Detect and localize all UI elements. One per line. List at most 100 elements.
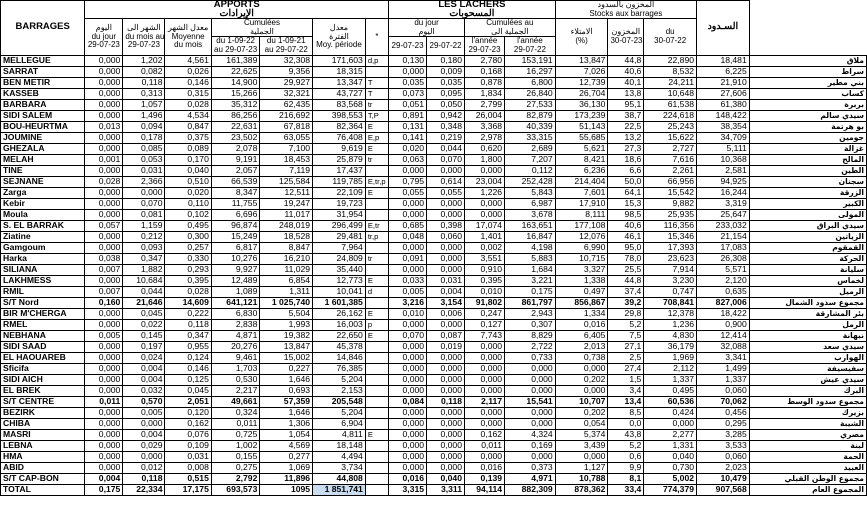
cell: 0,347: [164, 329, 212, 342]
cell: 86,256: [210, 109, 261, 122]
dam-name: LAKHMESS: [0, 274, 86, 287]
cell: 0,424: [643, 406, 698, 419]
header-row: BARRAGES APPORTS الإيرادات LES LACHERS المسح…: [0, 0, 867, 56]
table-row: SEJNANE 0,028 2,366 0,510 66,539 125,584 119,7…: [0, 175, 867, 188]
cell: 0,045: [164, 384, 212, 397]
cell: 7,964: [312, 241, 366, 254]
dam-name: Ziatine: [0, 230, 86, 243]
cell: 861,797: [504, 296, 556, 309]
cell: 0,456: [696, 406, 750, 419]
cell: 0,000: [504, 406, 556, 419]
cell: 0,000: [84, 362, 124, 375]
cell: [364, 241, 390, 254]
cell: 25,5: [607, 263, 645, 276]
dam-name: TOTAL: [0, 483, 86, 496]
cell: 0,033: [388, 274, 428, 287]
cell: 0,076: [164, 428, 212, 441]
cell: 0,275: [210, 461, 261, 474]
header-line: الجملية: [250, 26, 274, 36]
cell: T,P: [364, 109, 390, 122]
cell: 0,000: [84, 197, 124, 210]
cell: [364, 263, 390, 276]
cell: 3,734: [312, 461, 366, 474]
cell: 907,568: [696, 483, 750, 496]
cell: 1,331: [643, 439, 698, 452]
cell: 94,114: [463, 483, 506, 496]
cell: 44,8: [607, 54, 645, 67]
cell: 12,739: [554, 76, 609, 89]
cell: 0,008: [164, 461, 212, 474]
cell: 0,028: [164, 285, 212, 298]
cell: 36,130: [554, 98, 609, 111]
cell: 2,217: [210, 384, 261, 397]
cell: 13,2: [607, 131, 645, 144]
header-line: 30-07-22: [654, 35, 687, 45]
cell: 2,978: [463, 131, 506, 144]
cell: 0,013: [84, 120, 124, 133]
dam-name-ar: سيدي سالم: [748, 109, 867, 122]
cell: 2,057: [210, 164, 261, 177]
cell: 1,800: [463, 153, 506, 166]
cell: 0,087: [426, 329, 465, 342]
cell: 18,453: [259, 153, 314, 166]
cell: 0,000: [388, 417, 428, 430]
cell: 38,7: [607, 109, 645, 122]
cell: 0,004: [122, 428, 166, 441]
cell: 8,847: [259, 241, 314, 254]
cell: 13,847: [259, 340, 314, 353]
cell: 1 851,741: [312, 483, 366, 496]
cell: 4,534: [164, 109, 212, 122]
dam-name: S/T CENTRE: [0, 395, 86, 408]
dam-name: Harka: [0, 252, 86, 265]
cell: [364, 395, 390, 408]
cell: 24,211: [643, 76, 698, 89]
cell: 8,347: [210, 186, 261, 199]
cell: 7,100: [259, 142, 314, 155]
cell: 0,000: [84, 351, 124, 364]
dam-name: BEN METIR: [0, 76, 86, 89]
cell: 2,5: [607, 351, 645, 364]
cell: 0,020: [164, 186, 212, 199]
cell: 0,000: [84, 65, 124, 78]
cell: 0,324: [210, 406, 261, 419]
cell: 2,277: [643, 428, 698, 441]
cell: 0,000: [426, 373, 465, 386]
column-header: *: [364, 18, 390, 56]
cell: 8,1: [607, 472, 645, 485]
cell: 35,312: [210, 98, 261, 111]
cell: 0,031: [426, 274, 465, 287]
cell: 20,276: [210, 340, 261, 353]
cell: 50,0: [607, 175, 645, 188]
dam-name: SEJNANE: [0, 175, 86, 188]
cell: 36,179: [643, 340, 698, 353]
cell: 5,571: [696, 263, 750, 276]
cell: 15,249: [210, 230, 261, 243]
cell: 9,356: [259, 65, 314, 78]
cell: 0,000: [84, 87, 124, 100]
cell: 0,307: [504, 318, 556, 331]
cell: 0,373: [504, 461, 556, 474]
cell: 1,002: [210, 439, 261, 452]
cell: 0,000: [84, 318, 124, 331]
cell: 40,339: [504, 120, 556, 133]
cell: 1,338: [554, 274, 609, 287]
dam-name: S/T CAP-BON: [0, 472, 86, 485]
cell: 3,533: [696, 439, 750, 452]
dam-name: RMIL: [0, 285, 86, 298]
cell: 6,904: [312, 417, 366, 430]
cell: 38,354: [696, 120, 750, 133]
cell: 0,093: [122, 241, 166, 254]
header-line: اليوم: [418, 26, 435, 36]
cell: [364, 417, 390, 430]
cell: 0,038: [84, 252, 124, 265]
cell: 9,927: [210, 263, 261, 276]
cell: 0,570: [122, 395, 166, 408]
table-row: SIDI AICH 0,000 0,004 0,125 0,530 1,646 5,204 0…: [0, 373, 867, 386]
cell: 0,040: [643, 450, 698, 463]
cell: 0,000: [84, 340, 124, 353]
dam-name-ar: الزرقة: [748, 186, 867, 199]
header-line: 29-07-23: [391, 40, 424, 50]
cell: 248,019: [259, 219, 314, 232]
cell: 17,437: [312, 164, 366, 177]
table-row: RMIL 0,007 0,044 0,028 1,089 1,311 10,041 d 0,00…: [0, 285, 867, 298]
